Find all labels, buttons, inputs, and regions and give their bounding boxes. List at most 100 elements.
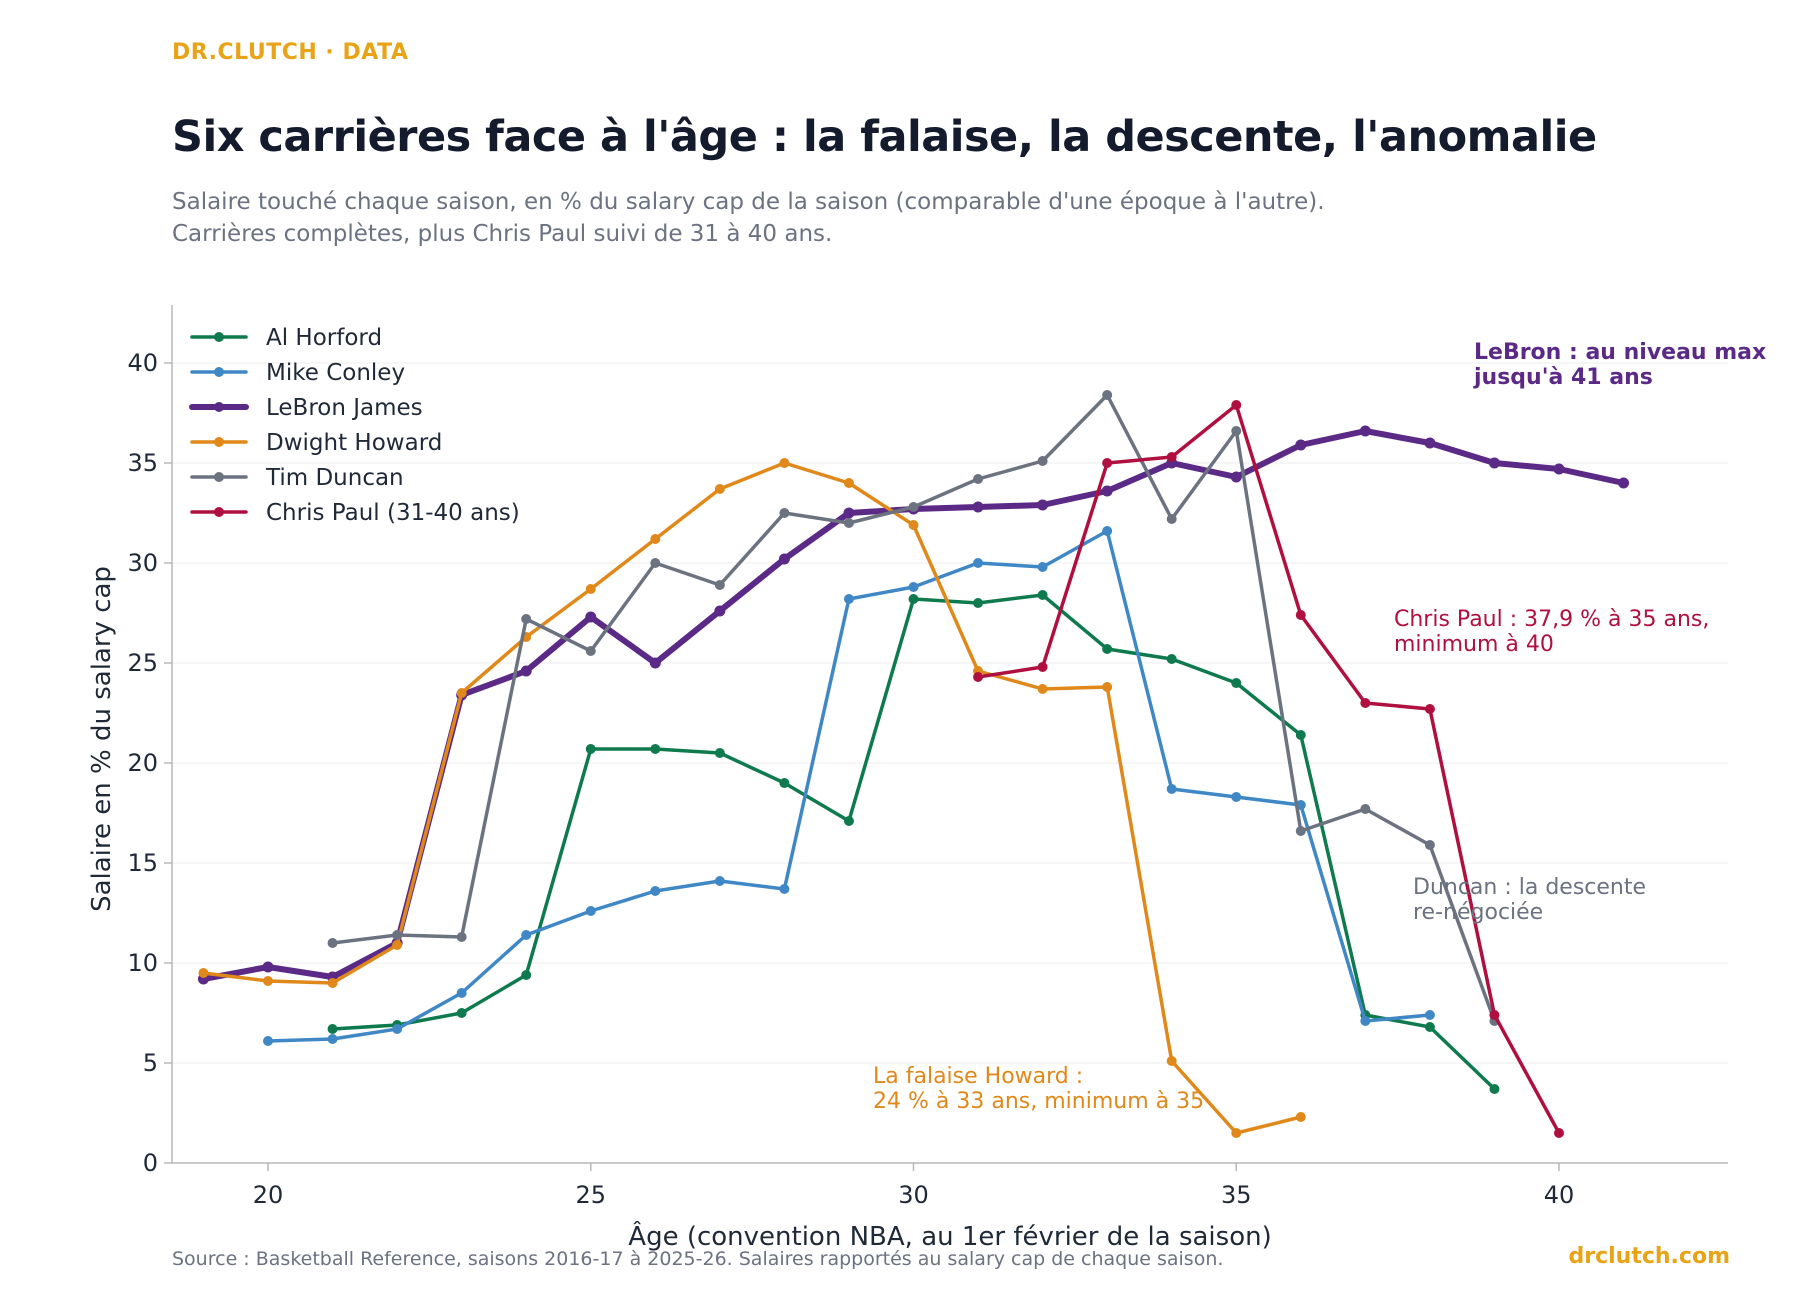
data-point-3-10: [843, 478, 854, 488]
data-point-2-19: [1424, 437, 1436, 449]
y-tick-label-10: 10: [127, 949, 158, 977]
chart-subtitle: Salaire touché chaque saison, en % du sa…: [172, 186, 1325, 250]
y-tick-label-20: 20: [127, 749, 158, 777]
data-point-1-6: [650, 886, 661, 896]
y-tick-label-40: 40: [127, 349, 158, 377]
legend-label-0: Al Horford: [266, 325, 382, 351]
data-point-3-1: [263, 976, 273, 986]
legend-label-1: Mike Conley: [266, 360, 405, 386]
annotation-howard-line-1: La falaise Howard :: [873, 1064, 1083, 1089]
data-point-3-9: [779, 458, 790, 468]
x-tick-label-35: 35: [1221, 1181, 1252, 1209]
y-tick-label-15: 15: [127, 849, 158, 877]
series-line-1: [266, 529, 1432, 1043]
chart-title: Six carrières face à l'âge : la falaise,…: [172, 112, 1597, 162]
x-axis-title: Âge (convention NBA, au 1er février de l…: [628, 1220, 1271, 1252]
legend: Al Horford Mike Conley LeBron James Dwight …: [189, 325, 520, 526]
data-point-5-5: [1295, 610, 1306, 620]
data-point-0-2: [456, 1008, 467, 1018]
series-line-5: [976, 403, 1561, 1135]
y-tick-label-30: 30: [127, 549, 158, 577]
data-point-3-11: [908, 520, 919, 530]
data-point-4-6: [714, 580, 725, 590]
data-point-0-4: [585, 744, 596, 754]
data-point-1-14: [1166, 784, 1177, 794]
data-point-0-11: [1037, 590, 1048, 600]
data-point-5-3: [1166, 452, 1177, 462]
annotation-lebron-line-2: jusqu'à 41 ans: [1473, 365, 1653, 390]
data-point-1-8: [779, 884, 790, 894]
data-point-1-10: [908, 582, 919, 592]
series-1: [263, 526, 1435, 1046]
data-point-4-1: [392, 930, 403, 940]
data-point-4-0: [327, 938, 338, 948]
data-point-5-1: [1037, 662, 1048, 672]
y-axis-title: Salaire en % du salary cap: [87, 566, 117, 912]
y-tick-label-5: 5: [143, 1049, 158, 1077]
data-point-0-6: [714, 748, 725, 758]
annotation-duncan-line-2: re-négociée: [1413, 900, 1543, 925]
data-point-1-15: [1231, 792, 1242, 802]
data-point-2-13: [1037, 499, 1049, 511]
annotation-duncan-line-1: Duncan : la descente: [1413, 875, 1646, 900]
data-point-4-12: [1102, 390, 1113, 400]
data-point-4-3: [521, 614, 532, 624]
brand-label: DR.CLUTCH · DATA: [172, 40, 409, 65]
data-point-1-9: [843, 594, 854, 604]
legend-marker-1: [214, 367, 224, 377]
data-point-3-17: [1295, 1112, 1306, 1122]
data-point-3-8: [714, 484, 725, 494]
data-point-5-7: [1424, 704, 1435, 714]
data-point-0-10: [973, 598, 984, 608]
data-point-2-18: [1359, 425, 1371, 437]
data-point-0-5: [650, 744, 661, 754]
data-point-0-0: [327, 1024, 338, 1034]
data-point-5-8: [1489, 1010, 1500, 1020]
legend-marker-3: [214, 437, 224, 447]
x-tick-label-20: 20: [253, 1181, 284, 1209]
data-point-0-7: [779, 778, 790, 788]
legend-marker-0: [214, 332, 224, 342]
data-point-2-14: [1101, 485, 1113, 497]
data-point-3-2: [327, 978, 338, 988]
legend-label-2: LeBron James: [266, 395, 423, 421]
legend-marker-2: [214, 402, 224, 412]
data-point-3-6: [585, 584, 596, 594]
data-point-4-8: [843, 518, 854, 528]
data-point-4-16: [1360, 804, 1371, 814]
data-point-4-7: [779, 508, 790, 518]
data-point-4-2: [456, 932, 467, 942]
data-point-1-4: [521, 930, 532, 940]
series-line-3: [201, 461, 1303, 1135]
data-point-4-9: [908, 502, 919, 512]
series-3: [198, 458, 1306, 1138]
data-point-4-17: [1424, 840, 1435, 850]
data-point-0-18: [1489, 1084, 1500, 1094]
series-line-0: [330, 593, 1497, 1091]
annotation-paul-line-2: minimum à 40: [1394, 632, 1554, 657]
data-point-0-17: [1424, 1022, 1435, 1032]
data-point-2-17: [1295, 439, 1307, 451]
data-point-5-9: [1554, 1128, 1564, 1138]
y-tick-label-35: 35: [127, 449, 158, 477]
data-point-1-18: [1424, 1010, 1435, 1020]
data-point-0-15: [1295, 730, 1306, 740]
data-point-0-14: [1231, 678, 1242, 688]
data-point-2-8: [714, 605, 726, 617]
data-point-3-14: [1102, 682, 1113, 692]
data-point-0-12: [1102, 644, 1113, 654]
data-point-4-14: [1231, 426, 1242, 436]
legend-marker-5: [214, 507, 224, 517]
legend-marker-4: [214, 472, 224, 482]
data-point-1-13: [1102, 526, 1113, 536]
data-point-1-17: [1360, 1016, 1371, 1026]
data-point-4-13: [1166, 514, 1177, 524]
data-point-1-7: [714, 876, 725, 886]
data-point-1-5: [585, 906, 596, 916]
data-point-2-22: [1618, 477, 1630, 489]
site-link[interactable]: drclutch.com: [1568, 1244, 1731, 1269]
data-point-1-2: [392, 1024, 403, 1034]
data-point-4-4: [585, 646, 596, 656]
data-point-5-2: [1102, 458, 1113, 468]
